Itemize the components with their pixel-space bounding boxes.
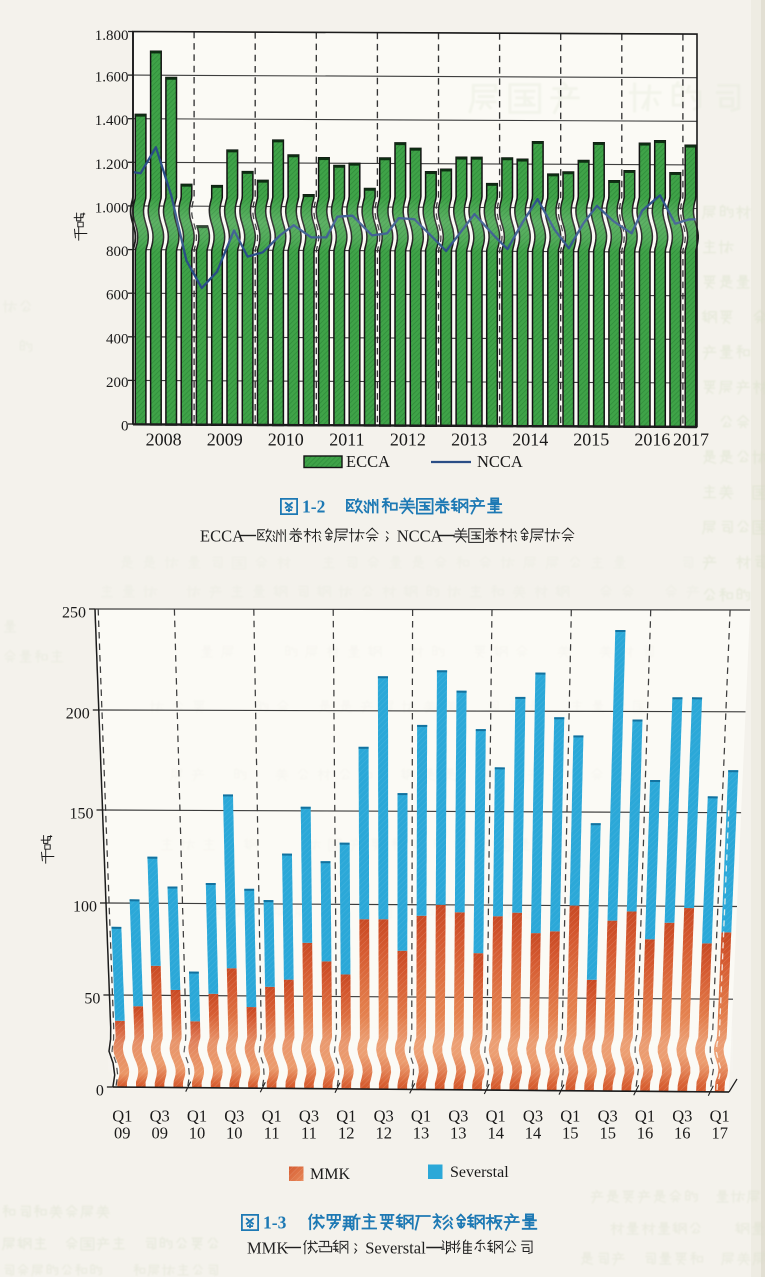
svg-text:Q1: Q1: [262, 1107, 282, 1126]
svg-text:10: 10: [189, 1124, 206, 1143]
svg-text:Q3: Q3: [672, 1107, 692, 1126]
svg-text:200: 200: [106, 375, 129, 391]
svg-text:MMK: MMK: [310, 1166, 350, 1183]
svg-text:2012: 2012: [390, 430, 426, 450]
svg-text:1.600: 1.600: [95, 70, 129, 86]
svg-text:200: 200: [66, 706, 90, 723]
svg-text:Q1: Q1: [112, 1107, 132, 1126]
svg-text:14: 14: [525, 1124, 542, 1143]
svg-text:2017: 2017: [673, 430, 709, 450]
svg-text:14: 14: [487, 1124, 504, 1143]
svg-text:12: 12: [338, 1124, 355, 1143]
svg-text:250: 250: [62, 605, 86, 622]
svg-text:11: 11: [264, 1124, 280, 1143]
svg-text:600: 600: [106, 288, 129, 304]
svg-text:2016: 2016: [634, 430, 670, 450]
svg-text:Q1: Q1: [411, 1107, 431, 1126]
svg-text:1.200: 1.200: [95, 157, 129, 173]
svg-text:13: 13: [413, 1124, 430, 1143]
svg-text:Q3: Q3: [523, 1107, 543, 1126]
svg-text:13: 13: [450, 1124, 467, 1143]
svg-text:Severstal: Severstal: [365, 1239, 426, 1258]
svg-text:2008: 2008: [146, 430, 182, 450]
svg-text:Q1: Q1: [710, 1107, 730, 1126]
svg-text:1.400: 1.400: [95, 113, 129, 129]
svg-text:Q1: Q1: [635, 1107, 655, 1126]
svg-text:17: 17: [711, 1124, 728, 1143]
svg-text:12: 12: [375, 1124, 392, 1143]
svg-text:Q3: Q3: [598, 1107, 618, 1126]
svg-text:NCCA: NCCA: [477, 452, 523, 471]
svg-text:400: 400: [106, 331, 129, 347]
svg-text:150: 150: [70, 806, 94, 823]
svg-text:15: 15: [599, 1124, 616, 1143]
svg-text:2013: 2013: [451, 430, 487, 450]
svg-text:Q3: Q3: [150, 1107, 170, 1126]
svg-text:16: 16: [637, 1124, 654, 1143]
svg-text:50: 50: [84, 991, 100, 1008]
svg-text:Q3: Q3: [299, 1107, 319, 1126]
svg-text:0: 0: [96, 1083, 104, 1100]
svg-text:15: 15: [562, 1124, 579, 1143]
svg-text:11: 11: [301, 1124, 317, 1143]
svg-text:NCCA: NCCA: [397, 527, 443, 546]
svg-text:MMK: MMK: [247, 1239, 288, 1258]
svg-text:1.000: 1.000: [95, 200, 129, 216]
svg-text:16: 16: [674, 1124, 691, 1143]
svg-text:Q1: Q1: [560, 1107, 580, 1126]
svg-text:2010: 2010: [268, 430, 304, 450]
svg-text:100: 100: [73, 899, 97, 916]
svg-text:1-2: 1-2: [302, 497, 325, 517]
svg-text:10: 10: [226, 1124, 243, 1143]
svg-text:2014: 2014: [512, 430, 548, 450]
svg-text:Q1: Q1: [336, 1107, 356, 1126]
svg-text:09: 09: [114, 1124, 131, 1143]
svg-text:2009: 2009: [207, 430, 243, 450]
svg-text:800: 800: [106, 244, 129, 260]
svg-text:Q3: Q3: [224, 1107, 244, 1126]
svg-text:Severstal: Severstal: [450, 1164, 509, 1181]
svg-text:Q1: Q1: [187, 1107, 207, 1126]
svg-text:2015: 2015: [573, 430, 609, 450]
svg-text:Q1: Q1: [486, 1107, 506, 1126]
svg-text:09: 09: [151, 1124, 168, 1143]
svg-text:ECCA: ECCA: [200, 527, 244, 546]
svg-text:Q3: Q3: [448, 1107, 468, 1126]
svg-text:2011: 2011: [329, 430, 364, 450]
svg-text:1-3: 1-3: [263, 1213, 287, 1233]
svg-text:Q3: Q3: [374, 1107, 394, 1126]
svg-text:0: 0: [121, 419, 129, 435]
svg-text:ECCA: ECCA: [346, 452, 390, 471]
svg-text:1.800: 1.800: [95, 28, 129, 44]
